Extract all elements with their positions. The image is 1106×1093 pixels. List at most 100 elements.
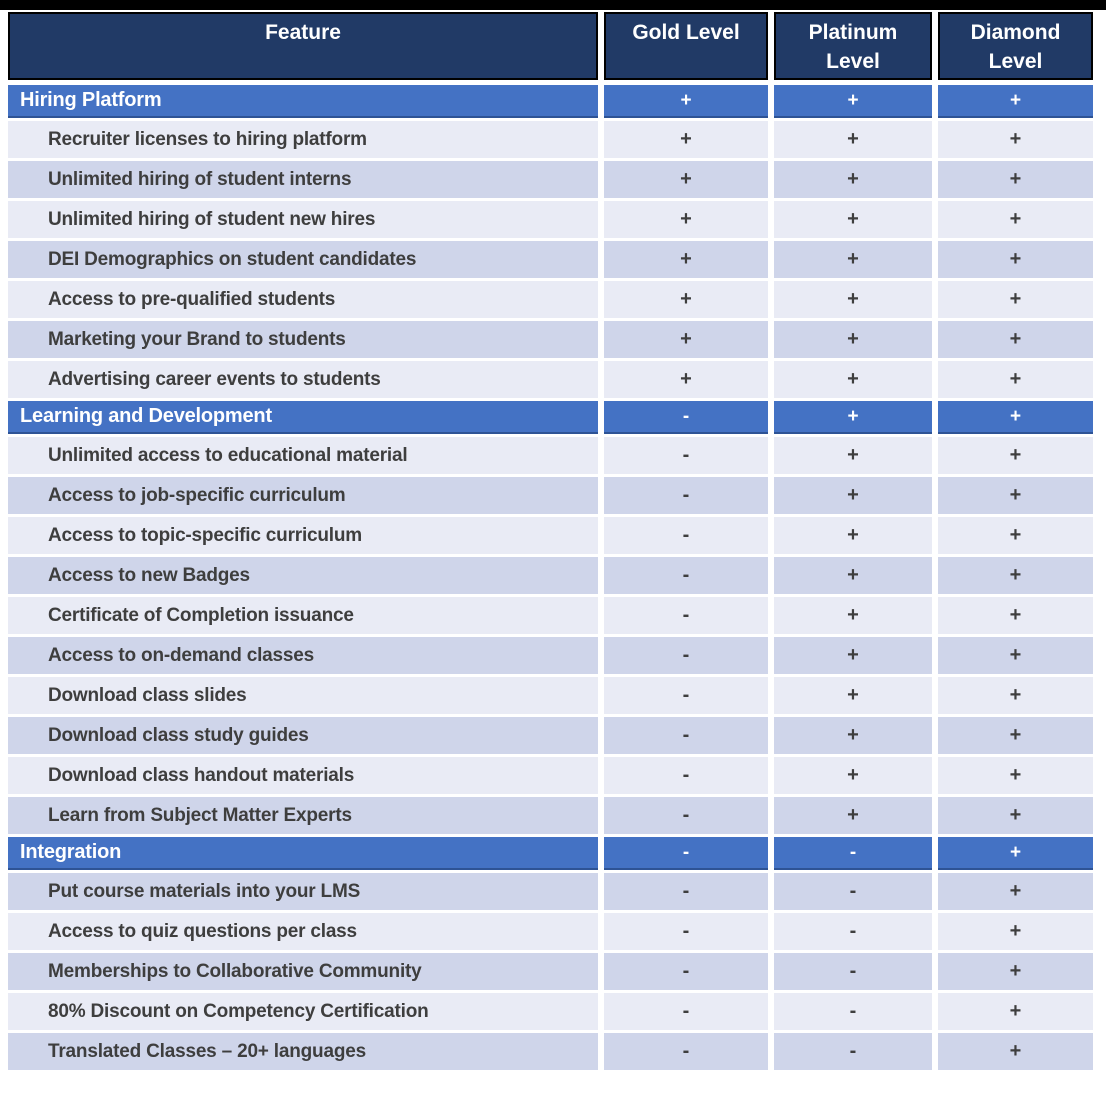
gold-level-value: + (604, 85, 768, 118)
gold-level-value: - (604, 597, 768, 634)
diamond-level-value: + (938, 717, 1093, 754)
platinum-level-value: - (774, 993, 932, 1030)
column-header-platinum-level: Platinum Level (774, 12, 932, 80)
platinum-level-value: + (774, 757, 932, 794)
platinum-level-value: + (774, 201, 932, 238)
diamond-level-value: + (938, 597, 1093, 634)
diamond-level-value: + (938, 637, 1093, 674)
feature-label: Put course materials into your LMS (8, 873, 598, 910)
gold-level-value: - (604, 677, 768, 714)
platinum-level-value: + (774, 717, 932, 754)
diamond-level-value: + (938, 913, 1093, 950)
diamond-level-value: + (938, 321, 1093, 358)
gold-level-value: - (604, 437, 768, 474)
section-row: Hiring Platform + + + (8, 85, 1093, 118)
gold-level-value: - (604, 557, 768, 594)
feature-row: Unlimited hiring of student new hires + + + (8, 201, 1093, 238)
gold-level-value: - (604, 637, 768, 674)
feature-row: Memberships to Collaborative Community - -… (8, 953, 1093, 990)
top-border-bar (0, 0, 1106, 10)
gold-level-value: - (604, 873, 768, 910)
section-title: Hiring Platform (8, 85, 598, 118)
platinum-level-value: + (774, 597, 932, 634)
platinum-level-value: + (774, 361, 932, 398)
section-row: Integration - - + (8, 837, 1093, 870)
platinum-level-value: + (774, 241, 932, 278)
diamond-level-value: + (938, 281, 1093, 318)
diamond-level-value: + (938, 1033, 1093, 1070)
feature-label: Access to on-demand classes (8, 637, 598, 674)
gold-level-value: - (604, 517, 768, 554)
feature-label: Learn from Subject Matter Experts (8, 797, 598, 834)
feature-label: Recruiter licenses to hiring platform (8, 121, 598, 158)
table-body: Hiring Platform + + + Recruiter licenses to … (8, 85, 1093, 1070)
diamond-level-value: + (938, 837, 1093, 870)
feature-label: Access to topic-specific curriculum (8, 517, 598, 554)
platinum-level-value: + (774, 121, 932, 158)
platinum-level-value: + (774, 517, 932, 554)
diamond-level-value: + (938, 201, 1093, 238)
diamond-level-value: + (938, 401, 1093, 434)
feature-row: DEI Demographics on student candidates + +… (8, 241, 1093, 278)
feature-row: Advertising career events to students + + + (8, 361, 1093, 398)
gold-level-value: + (604, 121, 768, 158)
diamond-level-value: + (938, 797, 1093, 834)
gold-level-value: - (604, 477, 768, 514)
feature-label: Access to quiz questions per class (8, 913, 598, 950)
gold-level-value: - (604, 913, 768, 950)
diamond-level-value: + (938, 873, 1093, 910)
gold-level-value: + (604, 321, 768, 358)
diamond-level-value: + (938, 677, 1093, 714)
platinum-level-value: + (774, 797, 932, 834)
column-header-diamond-level: Diamond Level (938, 12, 1093, 80)
feature-row: Learn from Subject Matter Experts - + + (8, 797, 1093, 834)
diamond-level-value: + (938, 241, 1093, 278)
section-row: Learning and Development - + + (8, 401, 1093, 434)
feature-row: Download class handout materials - + + (8, 757, 1093, 794)
diamond-level-value: + (938, 121, 1093, 158)
feature-row: Access to quiz questions per class - - + (8, 913, 1093, 950)
diamond-level-value: + (938, 361, 1093, 398)
platinum-level-value: + (774, 477, 932, 514)
gold-level-value: - (604, 953, 768, 990)
feature-label: Download class slides (8, 677, 598, 714)
feature-label: Download class study guides (8, 717, 598, 754)
section-title: Integration (8, 837, 598, 870)
gold-level-value: + (604, 281, 768, 318)
diamond-level-value: + (938, 477, 1093, 514)
platinum-level-value: + (774, 161, 932, 198)
feature-row: Download class study guides - + + (8, 717, 1093, 754)
gold-level-value: - (604, 837, 768, 870)
diamond-level-value: + (938, 517, 1093, 554)
column-header-feature: Feature (8, 12, 598, 80)
gold-level-value: + (604, 241, 768, 278)
feature-row: Access to pre-qualified students + + + (8, 281, 1093, 318)
platinum-level-value: + (774, 401, 932, 434)
platinum-level-value: - (774, 953, 932, 990)
feature-row: Unlimited access to educational material… (8, 437, 1093, 474)
gold-level-value: - (604, 993, 768, 1030)
feature-label: Access to job-specific curriculum (8, 477, 598, 514)
feature-row: 80% Discount on Competency Certification… (8, 993, 1093, 1030)
column-header-gold-level: Gold Level (604, 12, 768, 80)
feature-label: Advertising career events to students (8, 361, 598, 398)
platinum-level-value: - (774, 1033, 932, 1070)
diamond-level-value: + (938, 557, 1093, 594)
platinum-level-value: - (774, 837, 932, 870)
diamond-level-value: + (938, 161, 1093, 198)
platinum-level-value: + (774, 321, 932, 358)
feature-label: Unlimited hiring of student new hires (8, 201, 598, 238)
diamond-level-value: + (938, 993, 1093, 1030)
platinum-level-value: + (774, 85, 932, 118)
feature-label: Unlimited hiring of student interns (8, 161, 598, 198)
feature-row: Recruiter licenses to hiring platform + + + (8, 121, 1093, 158)
feature-row: Unlimited hiring of student interns + + + (8, 161, 1093, 198)
feature-row: Put course materials into your LMS - - + (8, 873, 1093, 910)
gold-level-value: + (604, 201, 768, 238)
platinum-level-value: + (774, 437, 932, 474)
diamond-level-value: + (938, 85, 1093, 118)
table-header-row: Feature Gold Level Platinum Level Diamon… (8, 12, 1093, 80)
feature-label: Access to new Badges (8, 557, 598, 594)
gold-level-value: + (604, 161, 768, 198)
feature-row: Certificate of Completion issuance - + + (8, 597, 1093, 634)
